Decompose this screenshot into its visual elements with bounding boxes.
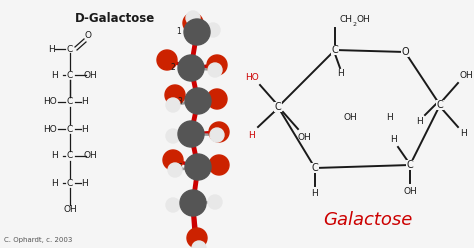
- Circle shape: [206, 23, 220, 37]
- Circle shape: [163, 150, 183, 170]
- Text: OH: OH: [83, 152, 97, 160]
- Circle shape: [157, 50, 177, 70]
- Circle shape: [192, 241, 206, 248]
- Text: H: H: [52, 152, 58, 160]
- Text: 4: 4: [171, 129, 175, 138]
- Circle shape: [209, 155, 229, 175]
- Circle shape: [208, 63, 222, 77]
- Circle shape: [180, 190, 206, 216]
- Text: H: H: [52, 70, 58, 80]
- Text: H: H: [417, 118, 423, 126]
- Circle shape: [184, 19, 210, 45]
- Text: C: C: [311, 163, 319, 173]
- Circle shape: [166, 129, 180, 143]
- Text: HO: HO: [43, 97, 57, 106]
- Circle shape: [209, 122, 229, 142]
- Circle shape: [185, 154, 211, 180]
- Circle shape: [187, 228, 207, 248]
- Circle shape: [183, 13, 203, 33]
- Circle shape: [208, 195, 222, 209]
- Text: 5: 5: [178, 162, 182, 172]
- Text: O: O: [84, 31, 91, 40]
- Text: H: H: [461, 128, 467, 137]
- Text: H: H: [337, 69, 345, 79]
- Text: D-Galactose: D-Galactose: [75, 12, 155, 25]
- Text: C: C: [407, 160, 413, 170]
- Text: OH: OH: [297, 132, 311, 142]
- Text: H: H: [82, 179, 88, 187]
- Circle shape: [178, 55, 204, 81]
- Text: C: C: [67, 97, 73, 106]
- Circle shape: [166, 98, 180, 112]
- Text: C: C: [67, 124, 73, 133]
- Text: HO: HO: [43, 124, 57, 133]
- Text: 1: 1: [177, 28, 182, 36]
- Text: C: C: [67, 179, 73, 187]
- Text: C. Ophardt, c. 2003: C. Ophardt, c. 2003: [4, 237, 73, 243]
- Text: OH: OH: [403, 186, 417, 195]
- Text: 6: 6: [173, 198, 177, 208]
- Circle shape: [186, 11, 200, 25]
- Circle shape: [185, 88, 211, 114]
- Text: H: H: [52, 179, 58, 187]
- Text: H: H: [82, 97, 88, 106]
- Text: 2: 2: [353, 22, 357, 27]
- Text: C: C: [332, 45, 338, 55]
- Text: C: C: [67, 152, 73, 160]
- Circle shape: [210, 128, 224, 142]
- Text: H: H: [391, 135, 397, 145]
- Circle shape: [207, 89, 227, 109]
- Text: HO: HO: [245, 72, 259, 82]
- Text: C: C: [67, 70, 73, 80]
- Text: H: H: [311, 189, 319, 198]
- Text: C: C: [67, 44, 73, 54]
- Text: OH: OH: [357, 15, 371, 25]
- Text: OH: OH: [63, 206, 77, 215]
- Text: H: H: [387, 114, 393, 123]
- Text: CH: CH: [340, 15, 353, 25]
- Circle shape: [168, 163, 182, 177]
- Text: H: H: [49, 44, 55, 54]
- Text: OH: OH: [83, 70, 97, 80]
- Circle shape: [166, 198, 180, 212]
- Text: C: C: [437, 100, 443, 110]
- Text: Galactose: Galactose: [323, 211, 413, 229]
- Text: OH: OH: [343, 114, 357, 123]
- Text: OH: OH: [459, 70, 473, 80]
- Text: O: O: [401, 47, 409, 57]
- Circle shape: [178, 121, 204, 147]
- Text: H: H: [82, 124, 88, 133]
- Text: 3: 3: [178, 96, 182, 105]
- Circle shape: [207, 55, 227, 75]
- Text: 2: 2: [171, 63, 175, 72]
- Text: C: C: [274, 102, 282, 112]
- Text: H: H: [249, 130, 255, 139]
- Circle shape: [165, 85, 185, 105]
